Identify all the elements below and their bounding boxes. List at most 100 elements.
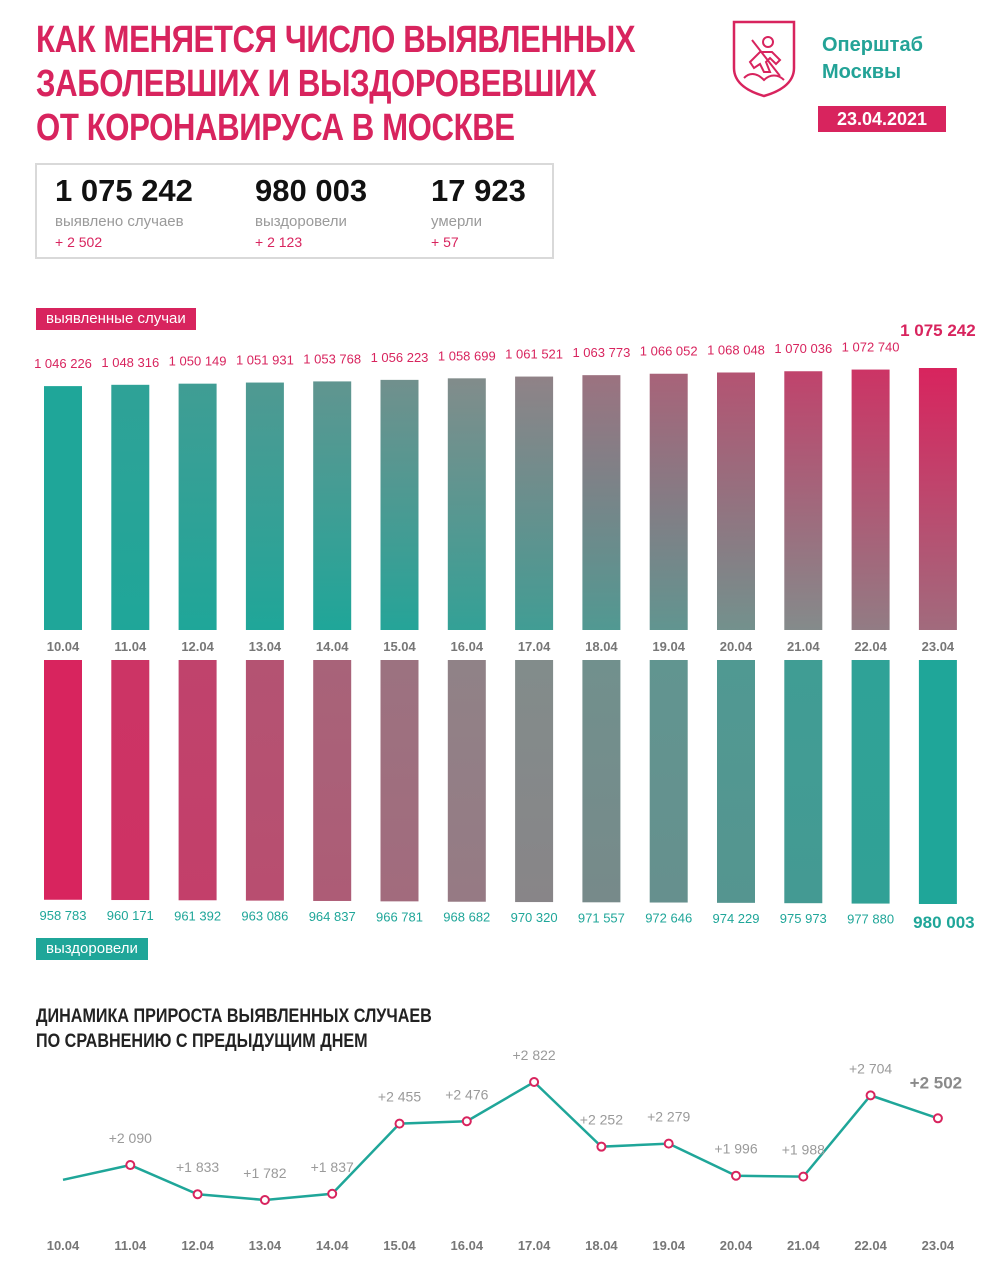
recovered-legend-tag: выздоровели [36, 938, 148, 960]
growth-point [731, 1170, 741, 1181]
recovered-value-label: 961 392 [174, 908, 221, 923]
growth-date-label: 23.04 [922, 1238, 955, 1253]
growth-point [125, 1160, 136, 1171]
detected-bar [649, 373, 688, 630]
recovered-value-label: 971 557 [578, 910, 625, 925]
detected-bar [245, 382, 284, 630]
org-name: Оперштаб Москвы [822, 32, 923, 86]
detected-bar [178, 383, 217, 630]
recovered-value-label: 960 171 [107, 908, 154, 923]
growth-point-label: +1 996 [714, 1141, 757, 1157]
detected-date-label: 18.04 [585, 639, 618, 654]
growth-point [865, 1090, 876, 1101]
recovered-bar [245, 660, 284, 901]
detected-bar [784, 371, 823, 630]
detected-bar [717, 372, 755, 630]
date-badge: 23.04.2021 [818, 106, 946, 132]
detected-date-label: 10.04 [47, 639, 80, 654]
recovered-value-label: 966 781 [376, 909, 423, 924]
detected-value-label: 1 072 740 [842, 340, 900, 355]
growth-date-label: 21.04 [787, 1238, 820, 1253]
growth-point [798, 1171, 809, 1182]
detected-value-label: 1 051 931 [236, 353, 294, 368]
org-line-1: Оперштаб [822, 34, 923, 56]
detected-value-label: 1 075 242 [900, 321, 976, 340]
detected-value-label: 1 068 048 [707, 342, 765, 357]
growth-point-label: +1 988 [782, 1142, 825, 1158]
recovered-value-label: 964 837 [309, 909, 356, 924]
recovered-bar [784, 660, 823, 904]
growth-point [394, 1118, 405, 1129]
detected-date-label: 17.04 [518, 639, 551, 654]
growth-line [62, 1080, 939, 1202]
growth-point-label: +2 822 [512, 1047, 555, 1063]
detected-value-label: 1 058 699 [438, 348, 496, 363]
stat-delta: + 57 [431, 234, 459, 250]
recovered-bar [178, 660, 217, 901]
recovered-value-label: 968 682 [443, 910, 490, 925]
recovered-value-label: 977 880 [847, 912, 894, 927]
recovered-bar [515, 660, 554, 903]
stat-detected: 1 075 242 выявлено случаев + 2 502 [55, 173, 193, 250]
recovered-value-label: 980 003 [913, 913, 974, 932]
growth-date-label: 16.04 [451, 1238, 484, 1253]
growth-date-label: 11.04 [114, 1238, 147, 1253]
growth-point-label: +2 279 [647, 1109, 690, 1125]
org-line-2: Москвы [822, 61, 902, 83]
growth-chart-title: Динамика прироста выявленных случаев по … [36, 1004, 432, 1054]
recovered-value-label: 958 783 [40, 908, 87, 923]
stat-recovered: 980 003 выздоровели + 2 123 [255, 173, 367, 250]
detected-date-label: 12.04 [181, 639, 214, 654]
stat-label: выздоровели [255, 213, 347, 230]
detected-date-label: 11.04 [114, 639, 147, 654]
stats-summary: 1 075 242 выявлено случаев + 2 502 980 0… [35, 163, 554, 259]
detected-value-label: 1 048 316 [101, 355, 159, 370]
growth-point [327, 1188, 338, 1199]
growth-point [663, 1138, 674, 1149]
growth-date-label: 13.04 [249, 1238, 282, 1253]
detected-value-label: 1 056 223 [371, 350, 429, 365]
recovered-bar [918, 660, 957, 904]
recovered-bar [111, 660, 150, 901]
detected-bar [582, 375, 621, 630]
detected-bar [851, 369, 890, 630]
detected-date-label: 13.04 [249, 639, 282, 654]
detected-date-label: 19.04 [652, 639, 685, 654]
stat-delta: + 2 123 [255, 234, 303, 250]
growth-point-label: +2 252 [580, 1112, 623, 1128]
growth-date-label: 20.04 [720, 1238, 753, 1253]
growth-title-line-2: по сравнению с предыдущим днем [36, 1031, 368, 1052]
growth-point [596, 1141, 607, 1152]
detected-value-label: 1 053 768 [303, 351, 361, 366]
growth-point-label: +2 455 [378, 1089, 421, 1105]
detected-value-label: 1 066 052 [640, 344, 698, 359]
recovered-bar [582, 660, 621, 903]
detected-value-label: 1 063 773 [572, 345, 630, 360]
recovered-value-label: 970 320 [511, 910, 558, 925]
recovered-bar [649, 660, 688, 903]
growth-point [529, 1077, 540, 1087]
recovered-value-label: 963 086 [241, 909, 288, 924]
growth-point-label: +1 837 [311, 1159, 354, 1175]
growth-date-label: 15.04 [383, 1238, 416, 1253]
growth-point [192, 1189, 203, 1200]
stat-value: 980 003 [255, 173, 368, 208]
detected-date-label: 16.04 [451, 639, 484, 654]
detected-value-label: 1 050 149 [169, 354, 227, 369]
recovered-bar [44, 660, 82, 900]
detected-date-label: 22.04 [854, 639, 887, 654]
growth-point [461, 1116, 472, 1127]
growth-point-label: +2 476 [445, 1086, 488, 1102]
detected-bar [380, 379, 419, 630]
recovered-bar [851, 660, 890, 904]
stat-value: 1 075 242 [55, 173, 193, 208]
growth-date-label: 19.04 [652, 1238, 685, 1253]
growth-point [259, 1195, 270, 1205]
title-line-2: заболевших и выздоровевших [36, 63, 597, 105]
detected-value-label: 1 070 036 [774, 341, 832, 356]
moscow-emblem-icon [732, 20, 796, 98]
detected-date-label: 14.04 [316, 639, 349, 654]
growth-point-label: +2 090 [109, 1130, 152, 1146]
detected-bar [515, 376, 554, 630]
